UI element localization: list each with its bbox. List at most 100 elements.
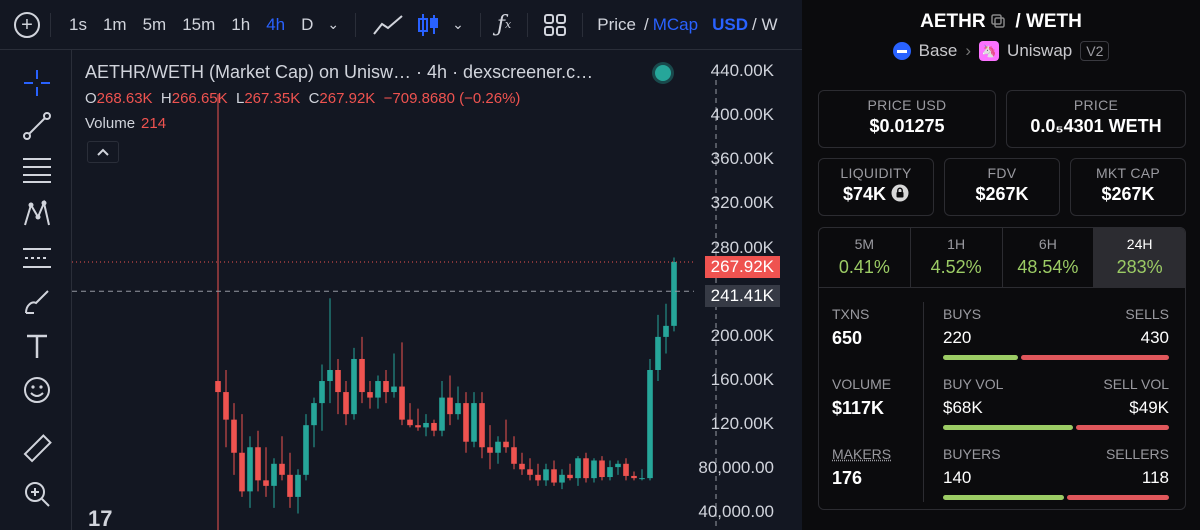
tab-24h[interactable]: 24H 283% [1094, 228, 1185, 287]
forecast-icon[interactable] [18, 239, 56, 277]
sell-vol-label: SELL VOL [1103, 376, 1169, 392]
timeframe-4h[interactable]: 4h [266, 14, 286, 34]
candle-body [455, 403, 461, 415]
volume-label: VOLUME [832, 376, 892, 392]
timeframe-15m[interactable]: 15m [182, 14, 216, 34]
candle-body [327, 370, 333, 382]
timeframe-1s[interactable]: 1s [69, 14, 87, 34]
chart-legend: AETHR/WETH (Market Cap) on Unisw… · 4h ·… [85, 62, 593, 83]
chain-name[interactable]: Base [918, 41, 958, 60]
pair-chain-dex: Base › 🦄 Uniswap V2 [802, 41, 1200, 61]
timeframe-D[interactable]: D [301, 14, 314, 34]
copy-icon[interactable] [991, 14, 1005, 28]
pattern-icon[interactable] [18, 195, 56, 233]
buys-bar [943, 355, 1019, 360]
volume-value: 214 [141, 115, 167, 132]
dex-name[interactable]: Uniswap [1007, 41, 1073, 60]
candle-body [391, 386, 397, 393]
candle-body [623, 463, 629, 476]
crosshair-icon[interactable] [18, 64, 56, 102]
lock-icon[interactable] [891, 184, 909, 202]
emoji-icon[interactable] [18, 371, 56, 409]
candle-body [247, 447, 253, 492]
divider [355, 12, 357, 37]
zoom-in-icon[interactable] [18, 475, 56, 513]
tab-change-value: 4.52% [930, 257, 982, 277]
stats-divider [923, 302, 924, 502]
candle-body [607, 467, 613, 478]
divider [50, 12, 51, 37]
candle-body [519, 463, 525, 470]
candle-body [287, 474, 293, 497]
timeframe-chevron-down-icon[interactable]: ⌄ [327, 16, 340, 32]
trend-line-icon[interactable] [18, 107, 56, 145]
ruler-icon[interactable] [18, 430, 56, 468]
buyers-sellers-bar [943, 495, 1169, 500]
tab-1h[interactable]: 1H 4.52% [911, 228, 1003, 287]
candle-body [591, 460, 597, 479]
tab-label: 1H [947, 236, 966, 252]
token-symbol: AETHR [920, 11, 986, 32]
tab-6h[interactable]: 6H 48.54% [1003, 228, 1095, 287]
candle-body [615, 463, 621, 468]
mcap-toggle[interactable]: MCap [652, 14, 699, 34]
candle-body [263, 480, 269, 486]
candle-body [599, 460, 605, 478]
candle-body [543, 469, 549, 481]
pair-title: AETHR / WETH [920, 11, 1082, 32]
buy-vol-bar [943, 425, 1073, 430]
candlestick-plot[interactable] [72, 50, 802, 530]
price-usd-card: PRICE USD $0.01275 [818, 90, 996, 148]
add-symbol-button[interactable]: + [14, 11, 40, 38]
timeframe-1h[interactable]: 1h [231, 14, 251, 34]
chart-type-chevron-down-icon[interactable]: ⌄ [452, 16, 464, 32]
ohlc-readout: O268.63K H266.65K L267.35K C267.92K −709… [85, 90, 520, 107]
candle-body [503, 441, 509, 448]
candle-body [375, 381, 381, 398]
sell-vol-bar [1075, 425, 1169, 430]
fdv-card: FDV $267K [944, 158, 1060, 216]
buyers-sellers-row: BUYERS SELLERS 140 118 [943, 446, 1169, 500]
layout-grid-icon[interactable] [538, 13, 572, 36]
candle-body [423, 422, 429, 428]
candles-icon[interactable] [410, 12, 446, 38]
chevron-up-icon [97, 148, 109, 156]
close-value: 267.92K [319, 90, 376, 107]
txns-value: 650 [832, 328, 863, 348]
makers-label[interactable]: MAKERS [832, 446, 892, 462]
candle-body [527, 469, 533, 475]
tab-label: 24H [1126, 236, 1153, 252]
candle-body [343, 392, 349, 415]
timeframe-1m[interactable]: 1m [102, 14, 127, 34]
candle-body [471, 403, 477, 442]
candle-body [511, 447, 517, 464]
tab-5m[interactable]: 5M 0.41% [819, 228, 911, 287]
y-axis-tick-label: 40,000.00 [698, 502, 774, 522]
candle-body [431, 422, 437, 431]
tab-change-value: 283% [1116, 257, 1163, 277]
text-tool-icon[interactable] [18, 327, 56, 365]
usd-toggle[interactable]: USD [712, 14, 748, 34]
candle-body [383, 381, 389, 393]
pair-info-panel: AETHR / WETH Base › 🦄 Uniswap V2 PRICE U… [802, 0, 1200, 530]
fib-lines-icon[interactable] [18, 151, 56, 189]
price-toggle[interactable]: Price [597, 14, 636, 34]
candle-body [367, 392, 373, 398]
line-chart-icon[interactable] [366, 14, 410, 36]
fdv-value: $267K [975, 184, 1029, 204]
liquidity-label: LIQUIDITY [840, 165, 912, 181]
timeframe-5m[interactable]: 5m [142, 14, 167, 34]
liquidity-value: $74K [842, 184, 886, 204]
price-chart[interactable]: AETHR/WETH (Market Cap) on Unisw… · 4h ·… [72, 50, 802, 530]
volume-stat: VOLUME $117K [832, 376, 891, 419]
chevron-right-icon: › [965, 41, 972, 60]
y-axis-tick-label: 120.00K [710, 414, 774, 434]
weth-toggle[interactable]: / W [752, 14, 778, 34]
collapse-legend-button[interactable] [87, 141, 119, 163]
divider [479, 12, 481, 37]
brush-icon[interactable] [18, 283, 56, 321]
y-axis-tick-label: 360.00K [710, 149, 774, 169]
sells-value: 430 [1140, 328, 1169, 347]
crosshair-price-tag: 241.41K [704, 285, 780, 307]
